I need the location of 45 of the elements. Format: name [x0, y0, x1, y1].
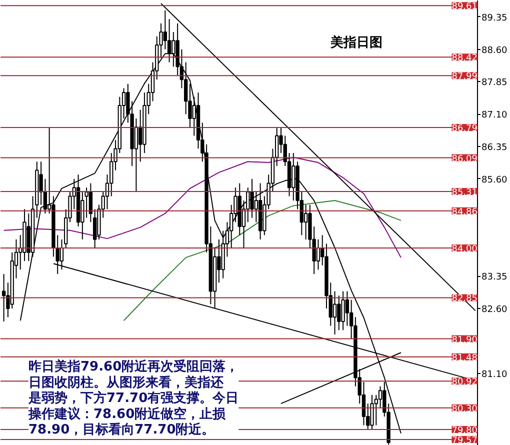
candlestick	[337, 295, 341, 331]
candlestick	[362, 381, 366, 426]
line-series	[123, 200, 402, 322]
ref-line-label: 79.80	[452, 426, 478, 436]
ref-line-label: 84.86	[452, 207, 478, 218]
candlestick	[92, 208, 97, 249]
ref-line-label: 86.79	[452, 124, 478, 134]
y-tick-label: 81.10	[482, 370, 508, 380]
ref-line-label: 84.00	[452, 244, 478, 255]
candlestick	[138, 109, 142, 162]
candlestick	[378, 386, 382, 408]
candlestick	[370, 394, 374, 430]
candlestick	[43, 178, 48, 214]
y-tick-label: 87.85	[482, 78, 508, 88]
candlestick	[134, 118, 138, 192]
ref-line-label: 80.30	[452, 404, 478, 414]
ref-line-label: 82.85	[452, 294, 478, 304]
ref-line-label: 85.31	[452, 188, 478, 198]
candlestick	[250, 178, 254, 218]
candlestick	[2, 273, 6, 322]
y-tick-label: 87.10	[482, 110, 508, 121]
y-tick-label: 86.35	[482, 143, 508, 154]
candlestick	[163, 10, 167, 50]
ref-line-label: 81.48	[452, 353, 478, 364]
y-tick-label: 82.60	[482, 305, 508, 316]
candlestick	[184, 62, 188, 115]
y-tick-label: 83.35	[482, 272, 508, 283]
ref-line-label: 79.57	[452, 436, 478, 445]
y-tick-label: 89.35	[482, 13, 508, 24]
candlestick	[304, 204, 308, 240]
candlestick	[192, 96, 196, 136]
ref-line-label: 81.90	[452, 335, 478, 346]
y-tick-label: 85.60	[482, 175, 508, 186]
y-tick-label: 88.60	[482, 46, 508, 56]
ref-line-label: 86.09	[452, 154, 478, 164]
candlestick	[341, 290, 345, 331]
candlestick	[374, 394, 378, 426]
candlestick	[292, 152, 296, 202]
text: 美指日图	[330, 34, 382, 50]
candlestick	[80, 191, 84, 240]
line-series	[3, 156, 402, 258]
candlestick	[332, 290, 337, 335]
candlestick	[316, 238, 320, 270]
candlestick	[345, 290, 350, 326]
annotation: 昨日美指79.60附近再次受阻回落，日图收阴柱。从图形来看，美指还是弱势，下方77.70有强支撑。今日操作建议：78.60附近做空，止损78.90，目标看向77.70附近。	[28, 358, 239, 438]
